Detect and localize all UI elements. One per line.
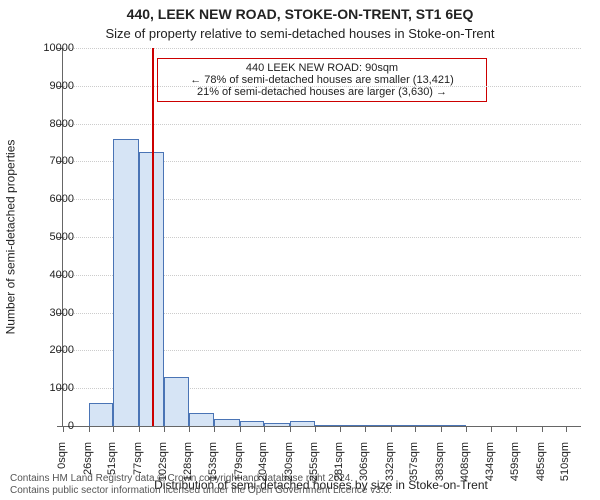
histogram-bar	[189, 413, 214, 426]
histogram-bar	[164, 377, 190, 426]
x-tick	[63, 426, 64, 432]
x-tick-label: 26sqm	[82, 442, 94, 500]
y-tick-label: 3000	[50, 307, 74, 319]
x-tick	[264, 426, 265, 432]
chart-title: 440, LEEK NEW ROAD, STOKE-ON-TRENT, ST1 …	[0, 6, 600, 22]
histogram-bar	[89, 403, 114, 426]
x-tick-label: 408sqm	[459, 442, 471, 500]
x-tick	[290, 426, 291, 432]
x-tick	[391, 426, 392, 432]
y-tick-label: 9000	[50, 80, 74, 92]
x-tick-label: 77sqm	[132, 442, 144, 500]
histogram-bar	[264, 423, 290, 426]
x-tick-label: 332sqm	[384, 442, 396, 500]
histogram-bar	[441, 425, 466, 426]
histogram-bar	[415, 425, 441, 426]
x-tick	[466, 426, 467, 432]
y-tick-label: 1000	[50, 382, 74, 394]
x-tick	[491, 426, 492, 432]
histogram-bar	[365, 425, 391, 426]
histogram-bar	[214, 419, 240, 426]
x-tick-label: 128sqm	[182, 442, 194, 500]
x-tick-label: 357sqm	[408, 442, 420, 500]
marker-line	[152, 48, 154, 426]
x-tick	[189, 426, 190, 432]
x-tick-label: 153sqm	[207, 442, 219, 500]
y-tick-label: 7000	[50, 155, 74, 167]
x-tick-label: 383sqm	[434, 442, 446, 500]
plot-outer: 440 LEEK NEW ROAD: 90sqm ← 78% of semi-d…	[62, 48, 580, 426]
x-tick-label: 102sqm	[157, 442, 169, 500]
x-tick-label: 204sqm	[257, 442, 269, 500]
x-tick	[113, 426, 114, 432]
x-tick-label: 255sqm	[308, 442, 320, 500]
x-tick-label: 510sqm	[559, 442, 571, 500]
y-tick-label: 0	[68, 420, 74, 432]
gridline	[63, 124, 581, 125]
x-tick	[516, 426, 517, 432]
histogram-bar	[290, 421, 315, 426]
y-tick-label: 6000	[50, 193, 74, 205]
x-tick-label: 434sqm	[484, 442, 496, 500]
annotation-line-3: 21% of semi-detached houses are larger (…	[164, 86, 480, 98]
x-tick	[340, 426, 341, 432]
y-tick-label: 8000	[50, 118, 74, 130]
x-tick-label: 281sqm	[333, 442, 345, 500]
histogram-bar	[340, 425, 365, 426]
plot-area: 440 LEEK NEW ROAD: 90sqm ← 78% of semi-d…	[62, 48, 581, 427]
y-axis-title-text: Number of semi-detached properties	[3, 140, 17, 335]
x-tick	[566, 426, 567, 432]
y-axis-title: Number of semi-detached properties	[2, 48, 18, 426]
x-tick	[542, 426, 543, 432]
x-tick-label: 179sqm	[233, 442, 245, 500]
x-tick-label: 459sqm	[509, 442, 521, 500]
x-tick-label: 306sqm	[358, 442, 370, 500]
y-tick-label: 10000	[43, 42, 74, 54]
annotation-line-2: ← 78% of semi-detached houses are smalle…	[164, 74, 480, 86]
x-tick	[240, 426, 241, 432]
x-tick-label: 0sqm	[56, 442, 68, 500]
histogram-bar	[113, 139, 139, 426]
histogram-bar	[315, 425, 341, 426]
x-tick-label: 485sqm	[535, 442, 547, 500]
gridline	[63, 48, 581, 49]
x-tick	[415, 426, 416, 432]
x-tick	[139, 426, 140, 432]
x-tick-label: 51sqm	[106, 442, 118, 500]
x-tick	[164, 426, 165, 432]
y-tick-label: 5000	[50, 231, 74, 243]
x-tick	[365, 426, 366, 432]
gridline	[63, 86, 581, 87]
x-tick	[214, 426, 215, 432]
annotation-line-1: 440 LEEK NEW ROAD: 90sqm	[164, 62, 480, 74]
y-tick-label: 4000	[50, 269, 74, 281]
x-tick-label: 230sqm	[283, 442, 295, 500]
x-tick	[441, 426, 442, 432]
chart-container: { "title": "440, LEEK NEW ROAD, STOKE-ON…	[0, 0, 600, 500]
chart-subtitle: Size of property relative to semi-detach…	[0, 26, 600, 41]
histogram-bar	[391, 425, 416, 426]
y-tick-label: 2000	[50, 344, 74, 356]
x-tick	[89, 426, 90, 432]
histogram-bar	[240, 421, 265, 426]
annotation-box: 440 LEEK NEW ROAD: 90sqm ← 78% of semi-d…	[157, 58, 487, 102]
x-tick	[315, 426, 316, 432]
